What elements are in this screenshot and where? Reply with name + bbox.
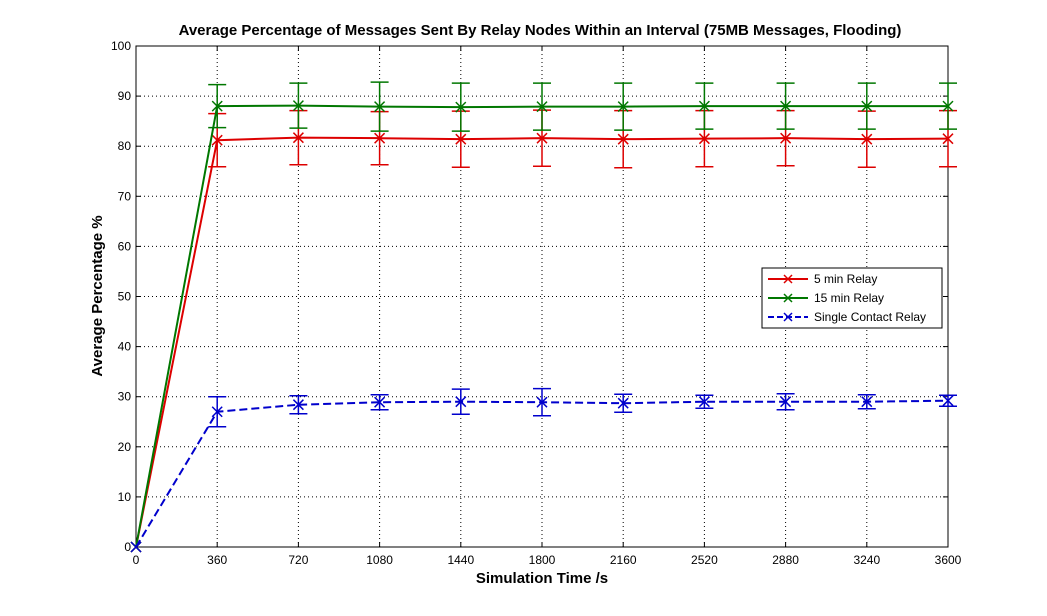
x-tick-label: 1080 [366,553,393,567]
y-tick-label: 30 [118,390,132,404]
x-tick-label: 0 [133,553,140,567]
y-tick-label: 0 [124,540,131,554]
x-tick-label: 1800 [529,553,556,567]
series-single-contact-relay [131,389,957,552]
x-tick-label: 2880 [772,553,799,567]
x-tick-label: 2160 [610,553,637,567]
y-tick-label: 60 [118,239,132,253]
y-tick-label: 10 [118,490,132,504]
y-tick-label: 20 [118,440,132,454]
y-tick-label: 80 [118,139,132,153]
x-tick-label: 360 [207,553,227,567]
legend: 5 min Relay 15 min Relay Single Contact Re… [762,268,942,328]
legend-entry-label: Single Contact Relay [814,310,926,324]
legend-entry-label: 15 min Relay [814,291,884,305]
y-axis-label: Average Percentage % [89,215,106,376]
x-tick-label: 720 [288,553,308,567]
y-tick-label: 50 [118,290,132,304]
y-tick-label: 40 [118,340,132,354]
x-tick-label: 1440 [447,553,474,567]
y-tick-label: 100 [111,39,131,53]
legend-entry-label: 5 min Relay [814,272,877,286]
x-tick-label: 3240 [853,553,880,567]
y-tick-label: 70 [118,189,132,203]
x-tick-label: 3600 [935,553,962,567]
y-tick-label: 90 [118,89,132,103]
series-5-min-relay [131,110,957,552]
chart-title: Average Percentage of Messages Sent By R… [179,22,902,39]
x-axis-label: Simulation Time /s [476,570,608,587]
x-tick-label: 2520 [691,553,718,567]
